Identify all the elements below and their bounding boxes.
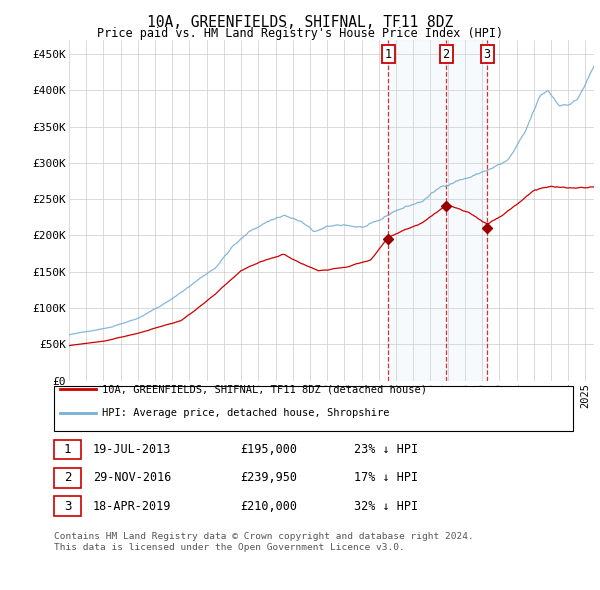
Text: 19-JUL-2013: 19-JUL-2013 — [93, 443, 172, 456]
Text: 1: 1 — [385, 48, 392, 61]
Text: 3: 3 — [64, 500, 71, 513]
Text: £210,000: £210,000 — [240, 500, 297, 513]
Text: 1: 1 — [64, 443, 71, 456]
Text: 2: 2 — [443, 48, 450, 61]
Text: HPI: Average price, detached house, Shropshire: HPI: Average price, detached house, Shro… — [102, 408, 389, 418]
Text: 32% ↓ HPI: 32% ↓ HPI — [354, 500, 418, 513]
Text: 10A, GREENFIELDS, SHIFNAL, TF11 8DZ: 10A, GREENFIELDS, SHIFNAL, TF11 8DZ — [147, 15, 453, 30]
Text: £239,950: £239,950 — [240, 471, 297, 484]
Bar — [388, 40, 487, 381]
Text: £195,000: £195,000 — [240, 443, 297, 456]
Text: Price paid vs. HM Land Registry's House Price Index (HPI): Price paid vs. HM Land Registry's House … — [97, 27, 503, 40]
Text: 18-APR-2019: 18-APR-2019 — [93, 500, 172, 513]
Text: 17% ↓ HPI: 17% ↓ HPI — [354, 471, 418, 484]
Text: Contains HM Land Registry data © Crown copyright and database right 2024.
This d: Contains HM Land Registry data © Crown c… — [54, 532, 474, 552]
Text: 29-NOV-2016: 29-NOV-2016 — [93, 471, 172, 484]
Text: 3: 3 — [484, 48, 491, 61]
Text: 10A, GREENFIELDS, SHIFNAL, TF11 8DZ (detached house): 10A, GREENFIELDS, SHIFNAL, TF11 8DZ (det… — [102, 384, 427, 394]
Text: 23% ↓ HPI: 23% ↓ HPI — [354, 443, 418, 456]
Text: 2: 2 — [64, 471, 71, 484]
